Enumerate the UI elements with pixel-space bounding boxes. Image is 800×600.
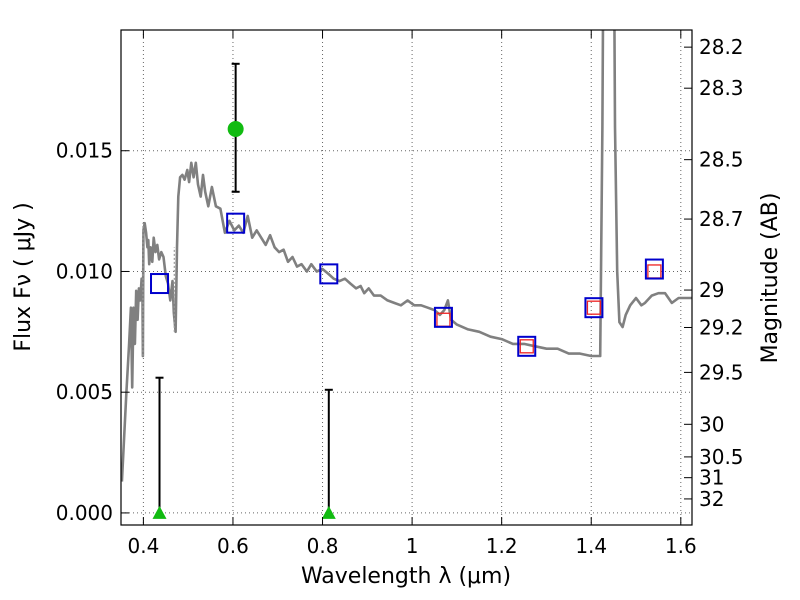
x-tick-label: 1.6 — [665, 534, 697, 558]
y-axis-label: Flux Fν ( μJy ) — [11, 202, 36, 351]
observed-flux-square — [586, 300, 602, 315]
mag-tick-label: 32 — [699, 487, 724, 511]
model-flux-square — [584, 297, 604, 319]
x-tick-label: 1.4 — [575, 534, 607, 558]
mag-tick-label: 28.2 — [699, 35, 744, 59]
model-flux-square — [226, 212, 246, 234]
mag-tick-label: 29.5 — [699, 360, 744, 384]
model-flux-square — [433, 306, 453, 328]
x-tick-label: 0.6 — [217, 534, 249, 558]
upper-limit-marker — [152, 505, 167, 519]
mag-tick-label: 30.5 — [699, 445, 744, 469]
upper-limit-marker — [321, 505, 336, 519]
mag-tick-label: 31 — [699, 466, 724, 490]
model-flux-square — [644, 258, 664, 280]
plot-frame — [120, 29, 693, 526]
mag-tick-label: 28.5 — [699, 148, 744, 172]
axis-ticks: 0.4 0.6 0.8 1 1.2 1.4 1.6 0.000 0.005 0.010 0.015 2… — [56, 30, 744, 558]
right-axis-label: Magnitude (AB) — [758, 193, 783, 364]
plot-area — [121, 30, 692, 519]
mag-tick-label: 29 — [699, 278, 724, 302]
model-flux-square — [517, 335, 537, 357]
detection-point — [227, 121, 244, 137]
y-tick-label: 0.000 — [56, 501, 113, 525]
grid-lines — [121, 30, 692, 525]
y-tick-label: 0.010 — [56, 259, 113, 283]
spectrum-line — [121, 30, 692, 482]
y-tick-label: 0.015 — [56, 139, 113, 163]
mag-tick-label: 28.7 — [699, 207, 744, 231]
x-axis-label: Wavelength λ (μm) — [301, 564, 511, 589]
model-flux-square — [150, 273, 170, 295]
x-tick-label: 1 — [406, 534, 419, 558]
mag-tick-label: 30 — [699, 412, 724, 436]
observed-flux-square — [519, 339, 534, 354]
mag-tick-label: 29.2 — [699, 315, 744, 339]
x-tick-label: 0.8 — [307, 534, 339, 558]
mag-tick-label: 28.3 — [699, 76, 744, 100]
x-tick-label: 0.4 — [127, 534, 159, 558]
x-tick-label: 1.2 — [486, 534, 518, 558]
model-flux-square — [319, 263, 339, 285]
y-tick-label: 0.005 — [56, 380, 113, 404]
